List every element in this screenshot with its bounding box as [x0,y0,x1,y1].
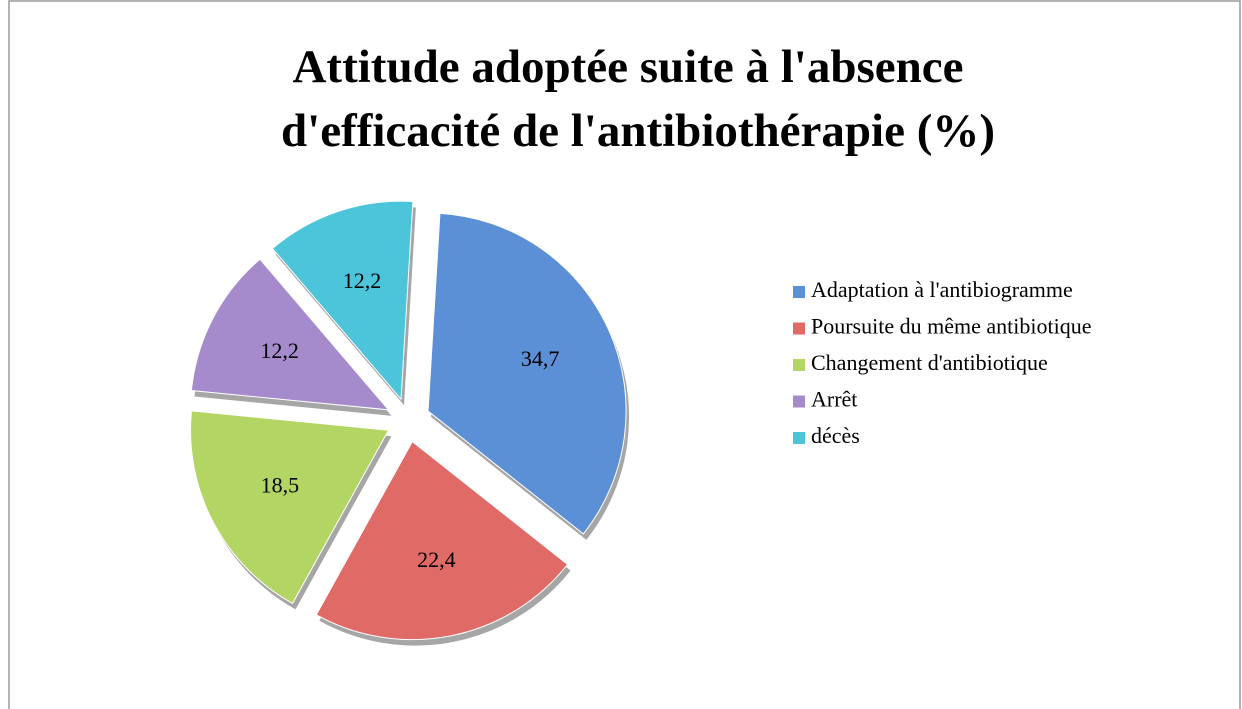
legend-swatch [793,286,805,298]
legend-label: Changement d'antibiotique [811,350,1048,375]
data-label: 22,4 [417,547,456,572]
chart-title: d'efficacité de l'antibiothérapie (%) [281,105,995,157]
data-label: 12,2 [343,268,382,293]
slice [271,200,414,401]
legend-swatch [793,359,805,371]
legend-label: Adaptation à l'antibiogramme [811,277,1073,302]
data-label: 12,2 [260,338,299,363]
chart-title: Attitude adoptée suite à l'absence [292,41,963,93]
legend-swatch [793,395,805,408]
legend-swatch [793,322,805,335]
legend-label: décès [811,423,860,448]
slice [315,440,569,641]
slice [190,410,390,605]
data-label: 34,7 [521,346,560,371]
slice [427,212,627,535]
legend-label: Poursuite du même antibiotique [811,314,1091,339]
data-label: 18,5 [261,472,300,497]
legend-label: Arrêt [811,387,857,412]
legend-swatch [793,432,805,444]
slice [190,258,390,411]
